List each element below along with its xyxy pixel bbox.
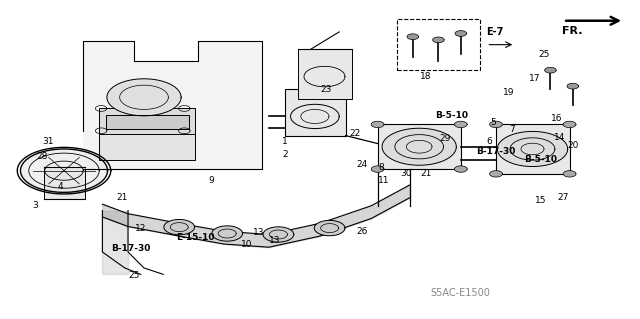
Polygon shape [563,171,576,177]
Text: 21: 21 [116,193,127,202]
Text: 23: 23 [321,85,332,94]
Polygon shape [563,121,576,128]
Text: 22: 22 [349,130,361,138]
Text: FR.: FR. [562,26,582,35]
Text: 5: 5 [490,118,495,127]
Text: 18: 18 [420,72,431,81]
Polygon shape [212,226,243,241]
Text: 14: 14 [554,133,566,142]
Text: S5AC-E1500: S5AC-E1500 [431,288,491,299]
Text: 11: 11 [378,176,390,185]
Polygon shape [83,41,262,169]
Text: 16: 16 [551,114,563,122]
Text: 29: 29 [439,134,451,143]
Text: 6: 6 [487,137,492,146]
Text: 17: 17 [529,74,540,83]
Text: 15: 15 [535,197,547,205]
Polygon shape [314,220,345,236]
Text: 4: 4 [58,182,63,191]
Polygon shape [545,67,556,73]
Text: B-17-30: B-17-30 [111,244,151,253]
Text: B-5-10: B-5-10 [435,111,468,120]
Text: 12: 12 [135,224,147,233]
Polygon shape [164,219,195,235]
Polygon shape [99,134,195,160]
Text: 30: 30 [401,169,412,178]
Text: 28: 28 [36,152,47,161]
Text: B-17-30: B-17-30 [476,147,516,156]
Text: 25: 25 [538,50,550,59]
Text: 21: 21 [420,169,431,178]
Polygon shape [382,128,456,165]
Text: 2: 2 [282,150,287,159]
Polygon shape [20,149,108,192]
Polygon shape [371,121,384,128]
Polygon shape [99,108,195,136]
Polygon shape [497,131,568,167]
Polygon shape [371,166,384,172]
Text: 24: 24 [356,160,367,169]
Text: 7: 7 [509,125,515,134]
Polygon shape [298,49,352,99]
Text: 3: 3 [33,201,38,210]
Polygon shape [490,121,502,128]
Polygon shape [407,34,419,40]
Polygon shape [263,227,294,242]
Polygon shape [378,124,461,169]
Polygon shape [567,83,579,89]
Polygon shape [490,171,502,177]
Text: E-15-10: E-15-10 [176,233,214,242]
Text: 8: 8 [378,163,383,172]
Polygon shape [44,167,85,199]
Polygon shape [496,124,570,174]
Text: 25: 25 [129,271,140,280]
Text: 9: 9 [209,176,214,185]
Polygon shape [455,31,467,36]
Bar [397,19,480,70]
Text: 19: 19 [503,88,515,97]
Text: 20: 20 [567,141,579,150]
Text: 13: 13 [253,228,265,237]
Polygon shape [433,37,444,43]
Text: 13: 13 [269,236,281,245]
Text: 31: 31 [42,137,54,146]
Text: 26: 26 [356,227,367,236]
Polygon shape [454,121,467,128]
Text: E-7: E-7 [486,27,504,37]
Text: 1: 1 [282,137,287,146]
Polygon shape [107,79,181,116]
Polygon shape [106,115,189,129]
Polygon shape [454,166,467,172]
Text: B-5-10: B-5-10 [524,155,557,164]
Text: 27: 27 [557,193,569,202]
Text: 10: 10 [241,240,252,249]
Polygon shape [285,89,346,136]
